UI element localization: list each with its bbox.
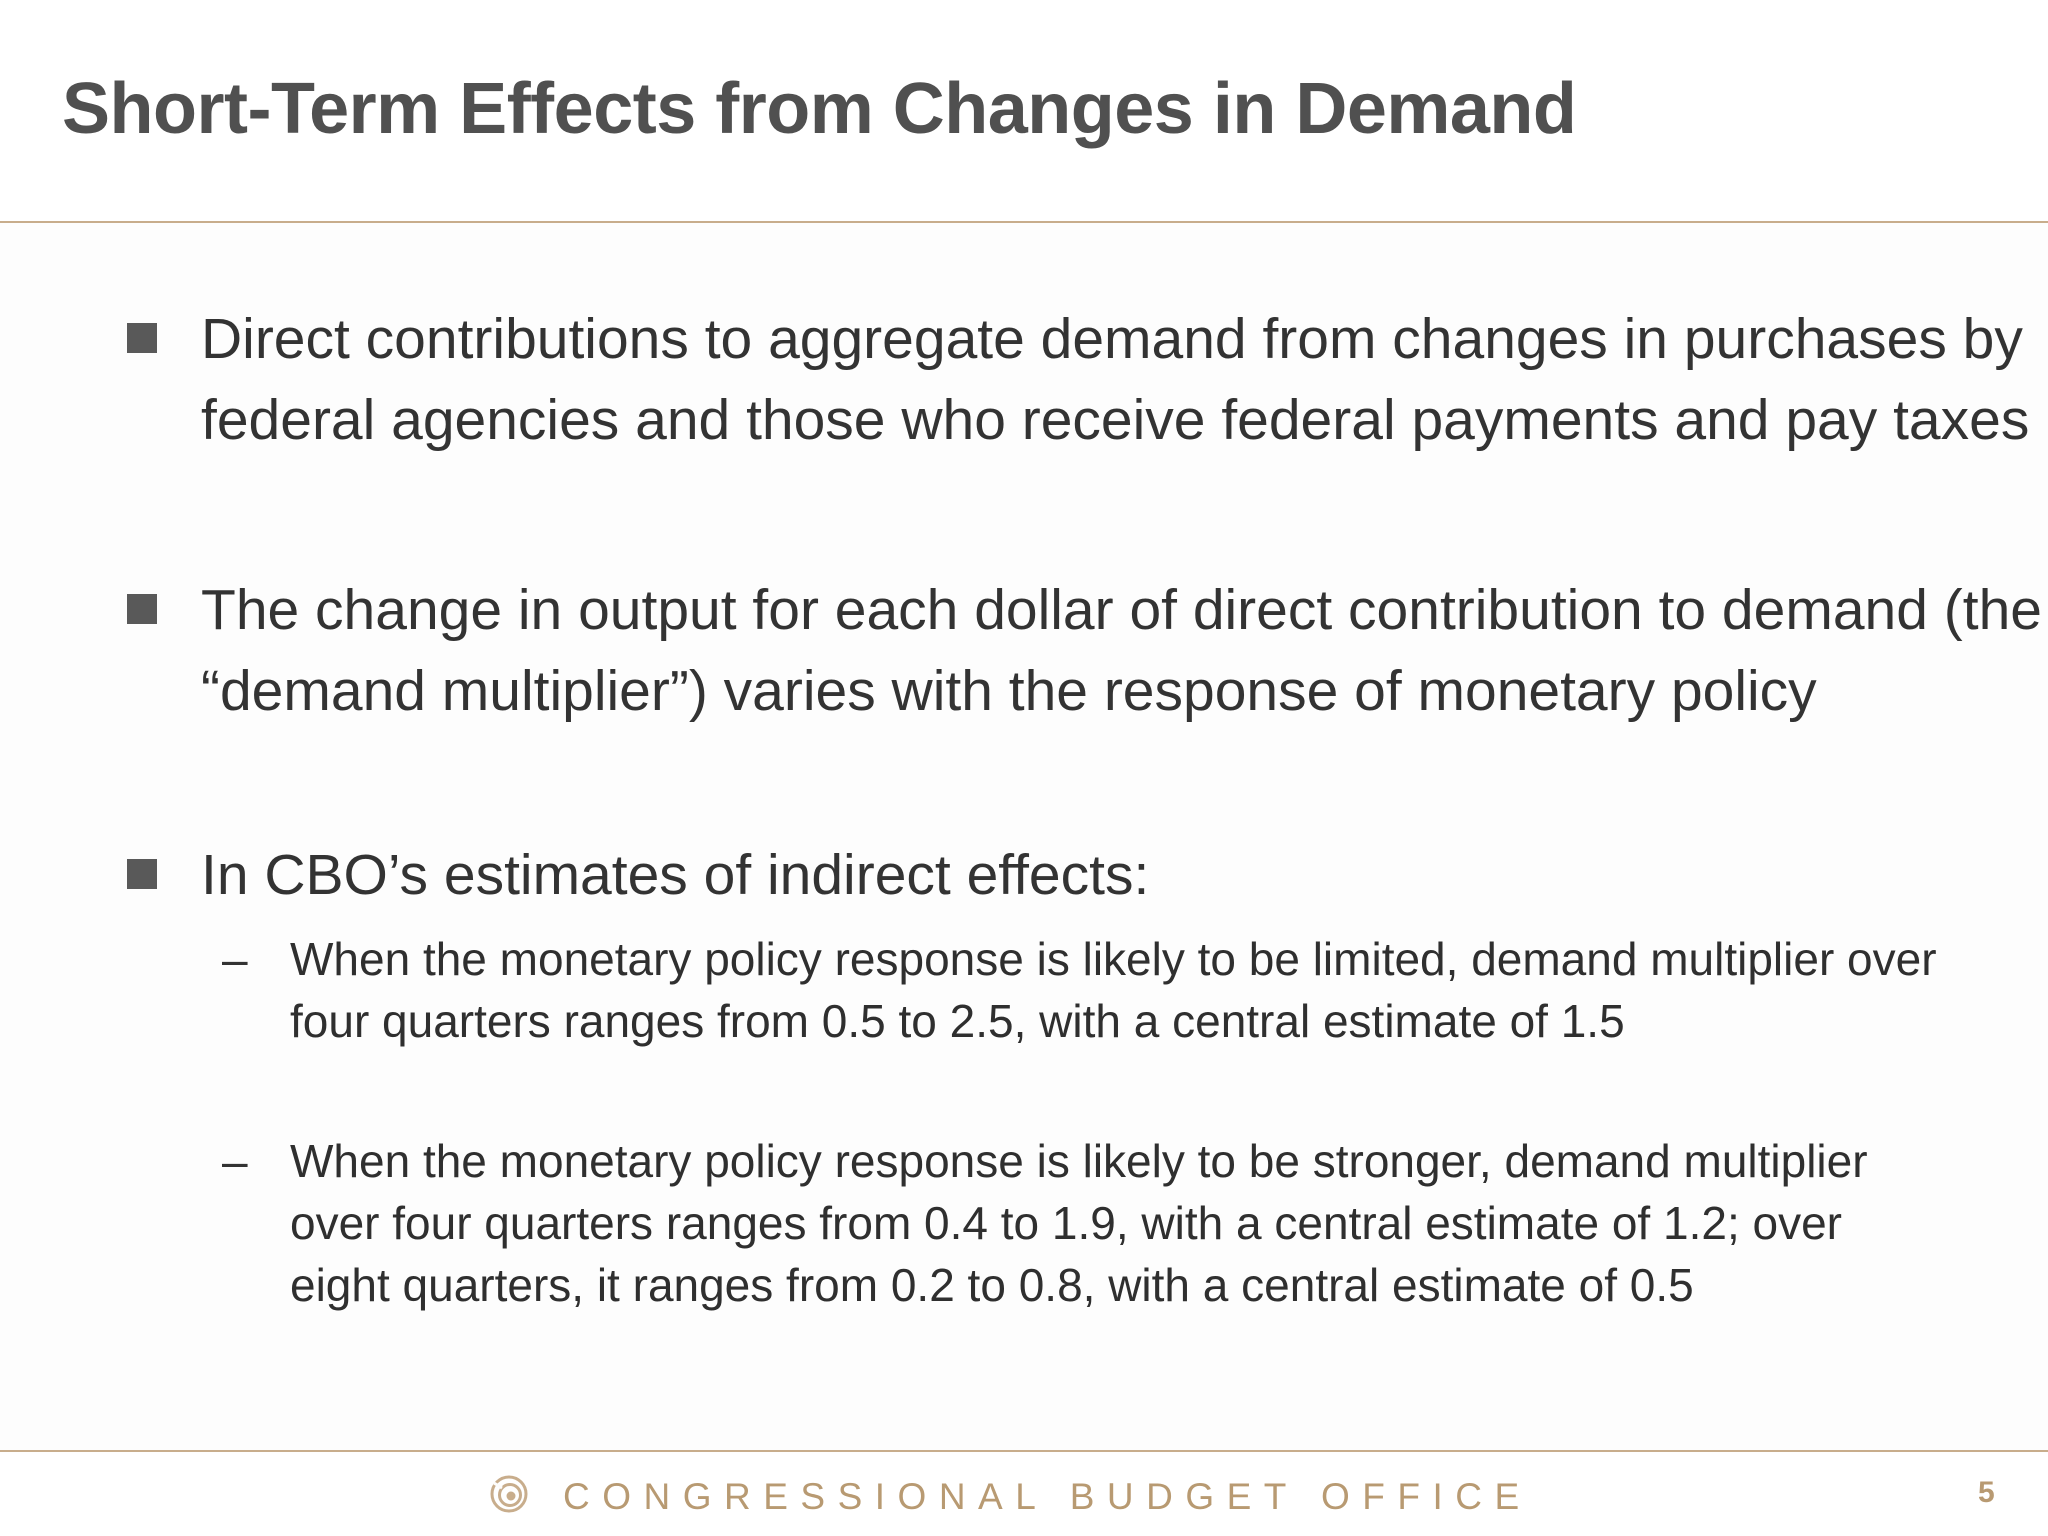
sub-bullet-text: When the monetary policy response is lik… <box>290 933 1937 1047</box>
square-bullet-icon <box>127 323 157 353</box>
slide-header: Short-Term Effects from Changes in Deman… <box>0 0 2048 222</box>
bullet-text: The change in output for each dollar of … <box>201 578 2042 723</box>
dash-bullet-icon: – <box>222 1135 248 1187</box>
header-divider <box>0 221 2048 223</box>
sub-bullet-text: When the monetary policy response is lik… <box>290 1135 1868 1311</box>
slide-footer: CONGRESSIONAL BUDGET OFFICE 5 <box>0 1452 2048 1536</box>
page-number: 5 <box>1978 1476 1995 1509</box>
bullet-text: Direct contributions to aggregate demand… <box>201 307 2030 452</box>
square-bullet-icon <box>127 594 157 624</box>
page-title: Short-Term Effects from Changes in Deman… <box>62 69 1577 149</box>
square-bullet-icon <box>127 859 157 889</box>
cbo-spiral-logo-icon <box>490 1475 528 1513</box>
slide-body: Direct contributions to aggregate demand… <box>0 223 2048 1450</box>
organization-name: CONGRESSIONAL BUDGET OFFICE <box>563 1476 1532 1517</box>
dash-bullet-icon: – <box>222 933 248 985</box>
bullet-text: In CBO’s estimates of indirect effects: <box>201 843 1150 907</box>
footer-divider <box>0 1450 2048 1452</box>
